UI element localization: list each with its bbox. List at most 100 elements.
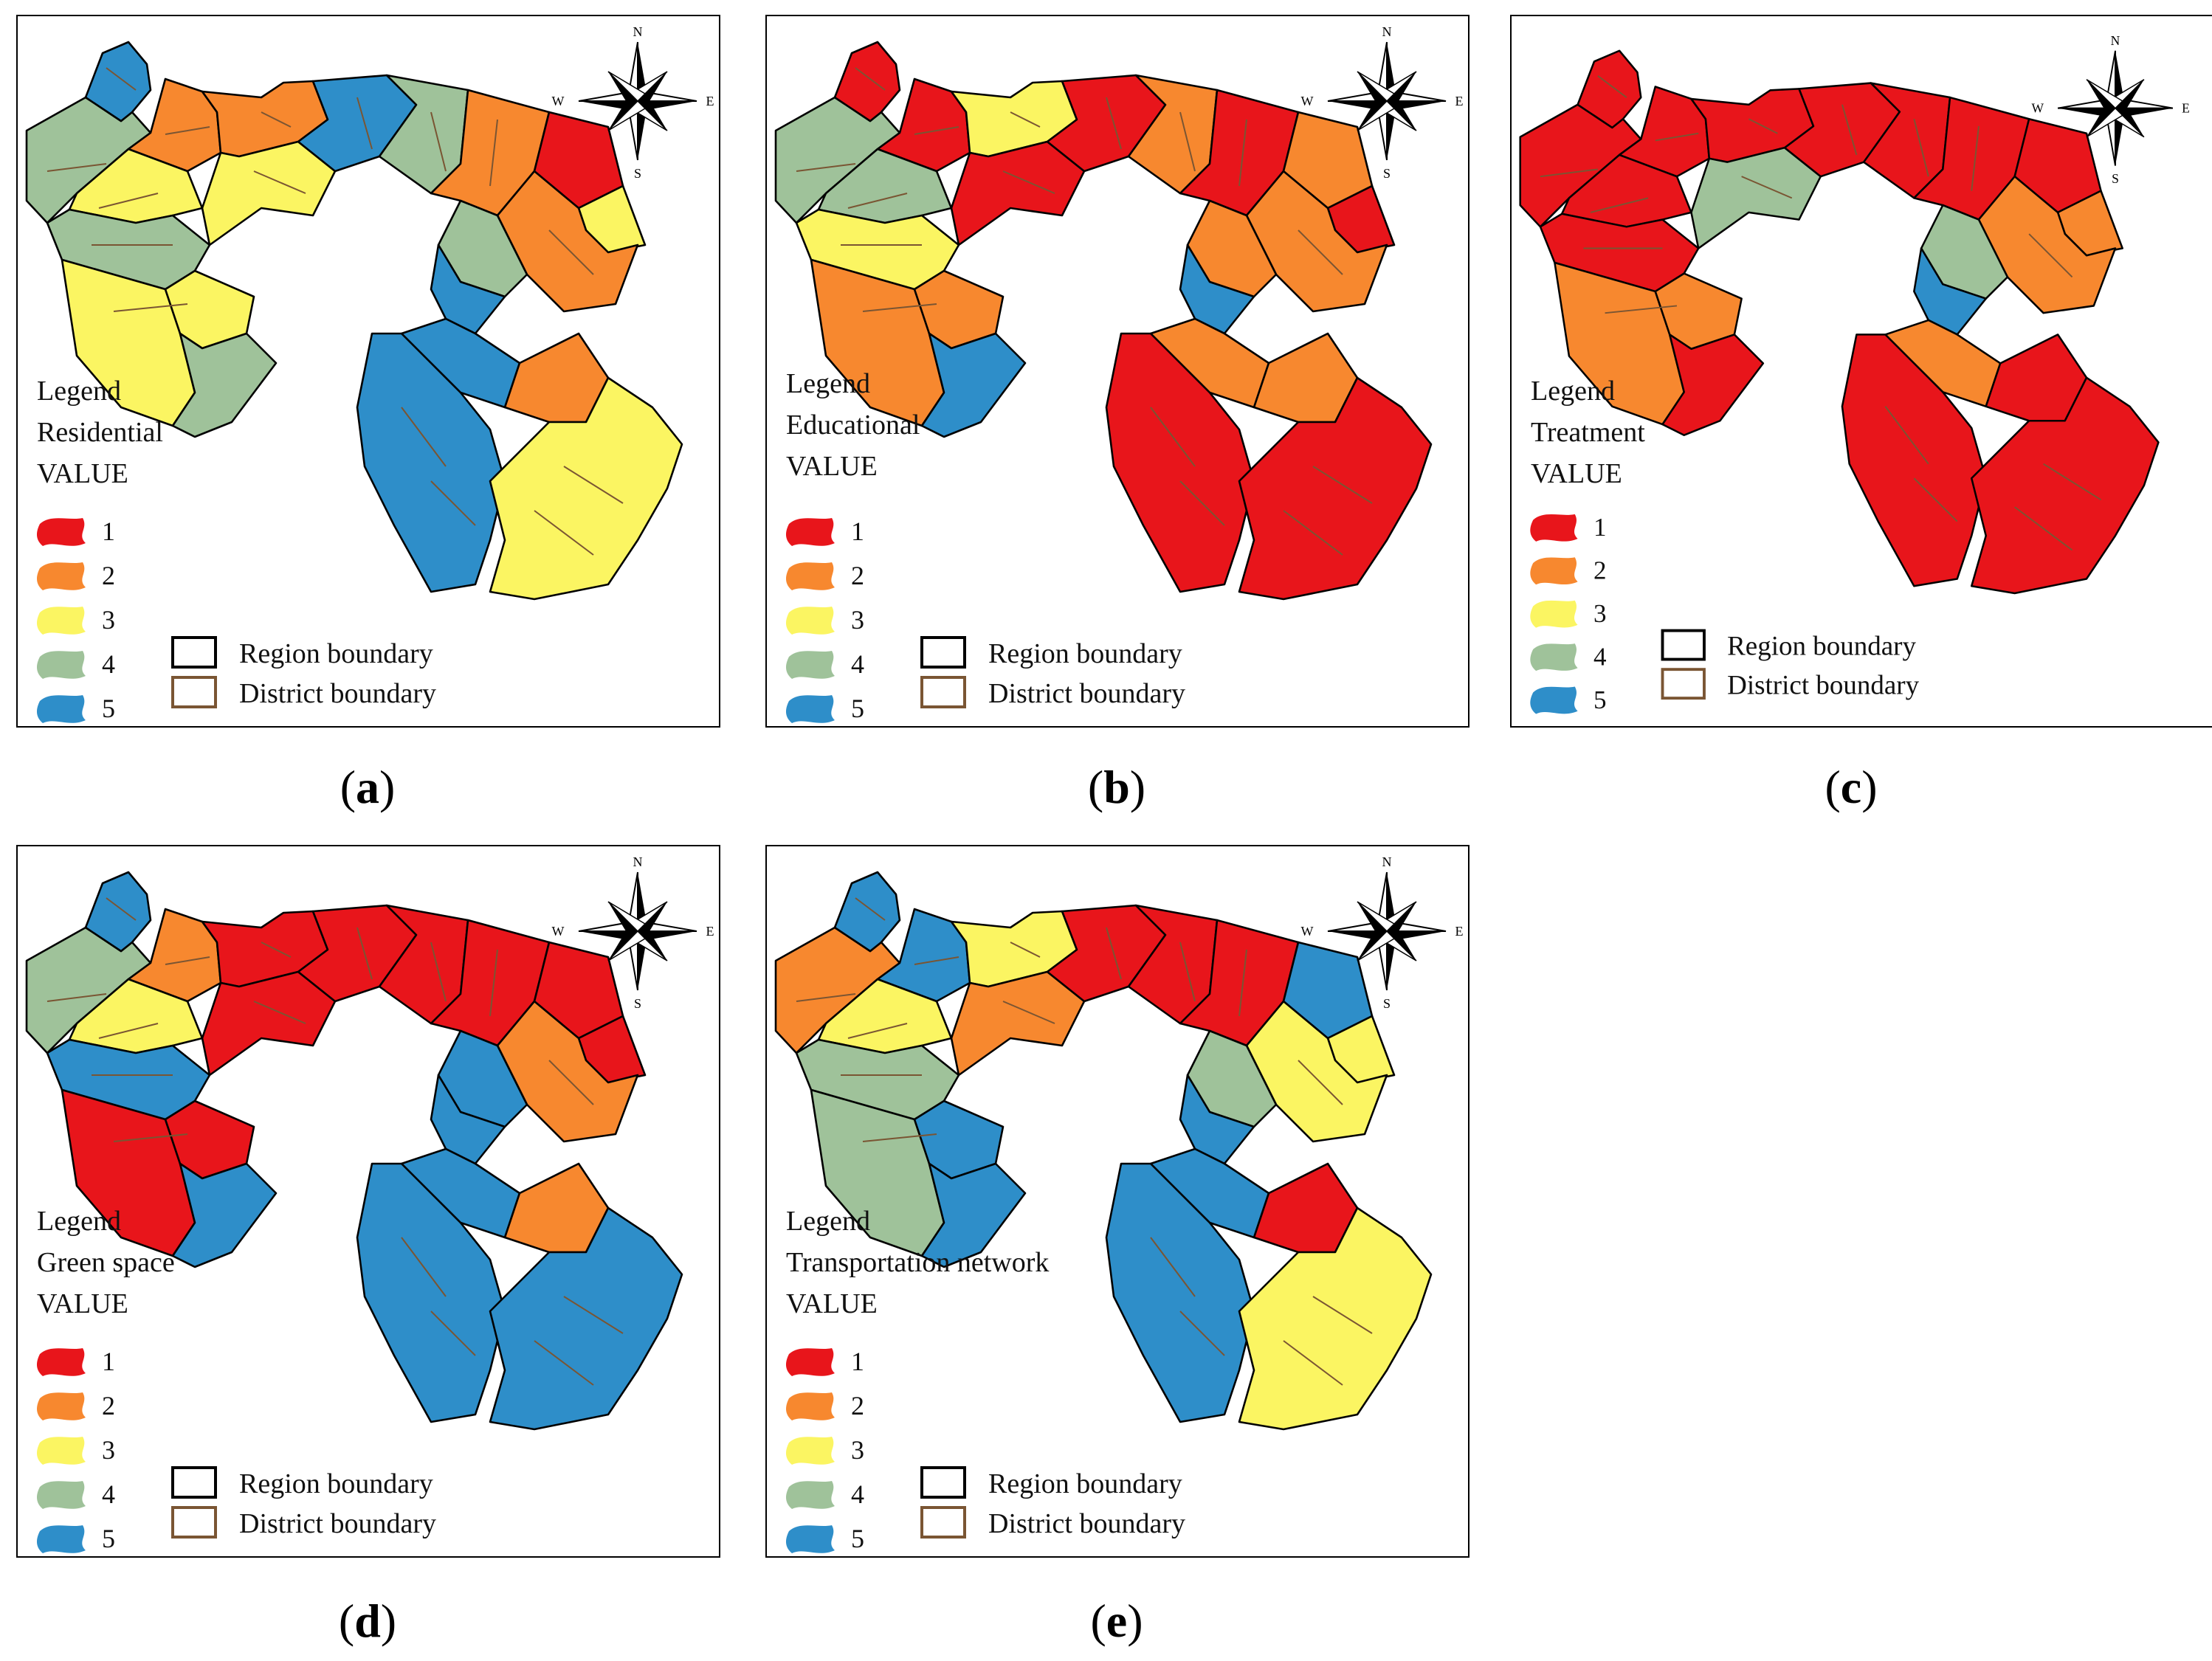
- district-boundary-line: [1741, 176, 1793, 199]
- legend-value-2: 2: [102, 561, 115, 590]
- district-boundary-swatch: [920, 676, 966, 708]
- map-zone: [833, 871, 901, 953]
- district-boundary-line: [46, 993, 107, 1002]
- choropleth-map: [774, 41, 1433, 601]
- district-boundary-line: [1841, 104, 1858, 156]
- district-boundary-line: [1298, 229, 1343, 275]
- map-zone: [1977, 175, 2117, 314]
- region-boundary-swatch: [920, 1466, 966, 1499]
- legend-layer-name: Educational: [786, 410, 920, 441]
- compass-label-w: W: [552, 94, 565, 108]
- map-panel-d: 1 2 3 4 5 Region boundary District boundary N S E…: [16, 845, 720, 1558]
- legend-value-4: 4: [1593, 642, 1607, 671]
- legend-swatch-3: [1530, 600, 1578, 628]
- district-boundary-line: [862, 1133, 937, 1142]
- map-zone: [489, 1206, 683, 1431]
- legend-swatch-4: [1530, 643, 1578, 671]
- compass-label-w: W: [552, 924, 565, 939]
- district-boundary-swatch: [171, 1506, 217, 1539]
- district-boundary-line: [1179, 1311, 1225, 1356]
- district-boundary-line: [914, 956, 959, 965]
- compass-label-e: E: [1455, 94, 1464, 108]
- north-arrow-icon: N S E W: [2032, 33, 2190, 186]
- legend-swatch-5: [786, 695, 835, 723]
- region-boundary-label: Region boundary: [1727, 632, 1916, 662]
- legend-layer-name: Green space: [37, 1247, 175, 1278]
- legend-value-2: 2: [102, 1391, 115, 1420]
- legend-value-3: 3: [1593, 599, 1607, 628]
- map-svg: 1 2 3 4 5 Region boundary District boundary N S E…: [25, 24, 714, 723]
- map-zone: [1970, 376, 2160, 595]
- legend-value-3: 3: [102, 1435, 115, 1465]
- district-boundary-line: [489, 119, 498, 187]
- district-boundary-line: [796, 993, 856, 1002]
- map-zone: [920, 332, 1027, 438]
- district-boundary-line: [1884, 406, 1929, 465]
- district-boundary-line: [1971, 125, 1980, 191]
- district-boundary-line: [796, 163, 856, 172]
- compass-label-w: W: [1301, 924, 1314, 939]
- legend-swatch-4: [786, 1481, 835, 1509]
- district-boundary-line: [106, 897, 137, 921]
- map-zone: [496, 170, 639, 313]
- district-boundary-line: [165, 126, 210, 135]
- legend-swatch-4: [37, 651, 86, 679]
- map-zone: [950, 970, 1086, 1077]
- district-boundary-swatch: [920, 1506, 966, 1539]
- legend-value-4: 4: [102, 1479, 115, 1509]
- district-boundary-line: [1597, 75, 1627, 98]
- district-boundary-line: [1283, 1340, 1343, 1386]
- district-boundary-line: [534, 1340, 594, 1386]
- district-boundary-line: [2014, 506, 2073, 551]
- legend-swatch-3: [37, 1437, 86, 1465]
- legend-swatch-3: [37, 607, 86, 635]
- district-boundary-line: [430, 480, 476, 526]
- caption-b: (b): [1087, 761, 1146, 813]
- choropleth-map: [25, 871, 683, 1431]
- legend-swatch-2: [786, 562, 835, 590]
- map-zone: [1690, 146, 1822, 249]
- legend-value-label: VALUE: [786, 1288, 878, 1319]
- district-boundary-line: [1238, 949, 1247, 1017]
- district-boundary-label: District boundary: [988, 1508, 1185, 1539]
- compass-label-n: N: [633, 854, 643, 869]
- legend-swatch-1: [37, 1348, 86, 1376]
- legend-value-label: VALUE: [1531, 458, 1622, 489]
- north-arrow-icon: N S E W: [1301, 24, 1464, 181]
- district-boundary-label: District boundary: [239, 1508, 436, 1539]
- map-zone: [1661, 334, 1765, 436]
- region-boundary-label: Region boundary: [239, 1468, 433, 1499]
- district-boundary-line: [1283, 510, 1343, 556]
- map-zone: [1841, 334, 1987, 587]
- map-zone: [489, 376, 683, 601]
- district-boundary-line: [46, 163, 107, 172]
- district-boundary-line: [847, 193, 908, 209]
- district-boundary-line: [1002, 1001, 1055, 1024]
- district-boundary-line: [1238, 119, 1247, 187]
- map-svg: 1 2 3 4 5 Region boundary District boundary N S E…: [774, 854, 1464, 1553]
- legend-value-label: VALUE: [37, 458, 128, 489]
- district-boundary-line: [1002, 170, 1055, 194]
- map-zone: [356, 332, 506, 593]
- legend-swatch-5: [786, 1525, 835, 1553]
- district-boundary-line: [1913, 119, 1929, 177]
- region-boundary-swatch: [920, 636, 966, 669]
- district-boundary-line: [113, 1133, 188, 1142]
- legend-swatch-1: [786, 518, 835, 546]
- legend-heading: Legend: [786, 368, 870, 399]
- map-zone: [950, 140, 1086, 246]
- district-boundary-line: [98, 193, 159, 209]
- caption-c: (c): [1825, 761, 1878, 813]
- caption-e: (e): [1090, 1595, 1143, 1647]
- legend-swatch-3: [786, 1437, 835, 1465]
- map-zone: [1105, 1162, 1255, 1423]
- compass-label-s: S: [2112, 171, 2119, 186]
- compass-label-n: N: [633, 24, 643, 39]
- district-boundary-line: [1540, 168, 1598, 178]
- district-boundary-line: [401, 1237, 447, 1297]
- legend-value-2: 2: [851, 1391, 864, 1420]
- district-boundary-line: [1179, 480, 1225, 526]
- map-zone: [1245, 1000, 1388, 1143]
- legend-swatch-4: [37, 1481, 86, 1509]
- district-boundary-line: [401, 407, 447, 467]
